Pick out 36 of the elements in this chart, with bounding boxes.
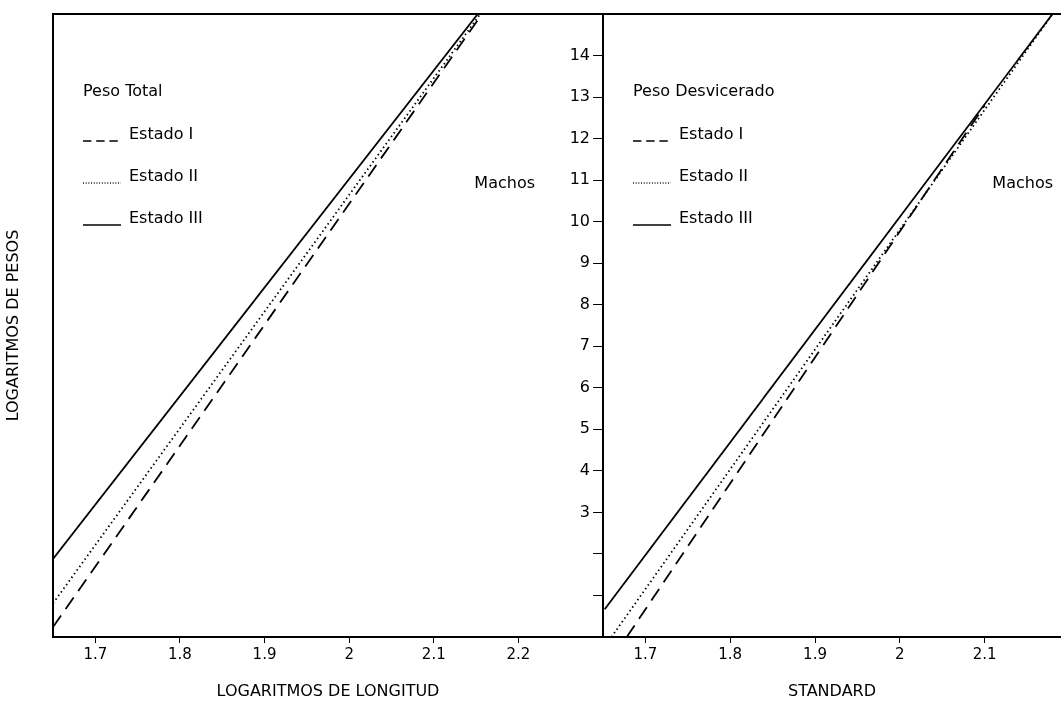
y-tick-label: 12: [569, 127, 590, 147]
x-tick-label: 1.8: [718, 644, 743, 663]
legend-label: Estado II: [129, 166, 198, 186]
legend-label: Estado I: [129, 124, 194, 144]
x-tick-label: 1.9: [803, 644, 827, 663]
x-tick-label: 2.2: [506, 644, 531, 663]
legend-label: Estado I: [679, 124, 744, 144]
x-tick-label: 2.1: [421, 644, 446, 663]
y-tick-label: 6: [579, 376, 590, 396]
y-tick-label: 8: [579, 293, 590, 313]
x-tick-label: 2: [895, 644, 905, 663]
x-tick-label: 1.7: [83, 644, 108, 663]
x-axis-title: STANDARD: [787, 680, 877, 700]
annotation: Machos: [474, 173, 535, 193]
y-tick-label: 5: [579, 418, 590, 438]
legend-title: Peso Desvicerado: [633, 81, 775, 101]
legend-title: Peso Total: [83, 81, 163, 101]
x-axis-title: LOGARITMOS DE LONGITUD: [216, 680, 440, 700]
legend-label: Estado II: [679, 166, 748, 186]
y-tick-label: 9: [579, 252, 590, 272]
y-tick-label: 4: [579, 460, 590, 480]
x-tick-label: 1.8: [167, 644, 192, 663]
legend-label: Estado III: [129, 208, 203, 228]
x-tick-label: 2.1: [972, 644, 997, 663]
x-tick-label: 1.9: [252, 644, 277, 663]
y-tick-label: 14: [569, 44, 590, 64]
x-tick-label: 2: [344, 644, 354, 663]
y-tick-label: 11: [569, 169, 590, 189]
y-tick-label: 3: [579, 501, 590, 521]
x-tick-label: 1.7: [633, 644, 658, 663]
y-tick-label: 7: [579, 335, 590, 355]
legend-label: Estado III: [679, 208, 753, 228]
y-axis-title: LOGARITMOS DE PESOS: [2, 229, 22, 422]
annotation: Machos: [992, 173, 1053, 193]
y-tick-label: 10: [569, 210, 590, 230]
y-tick-label: 13: [569, 86, 590, 106]
